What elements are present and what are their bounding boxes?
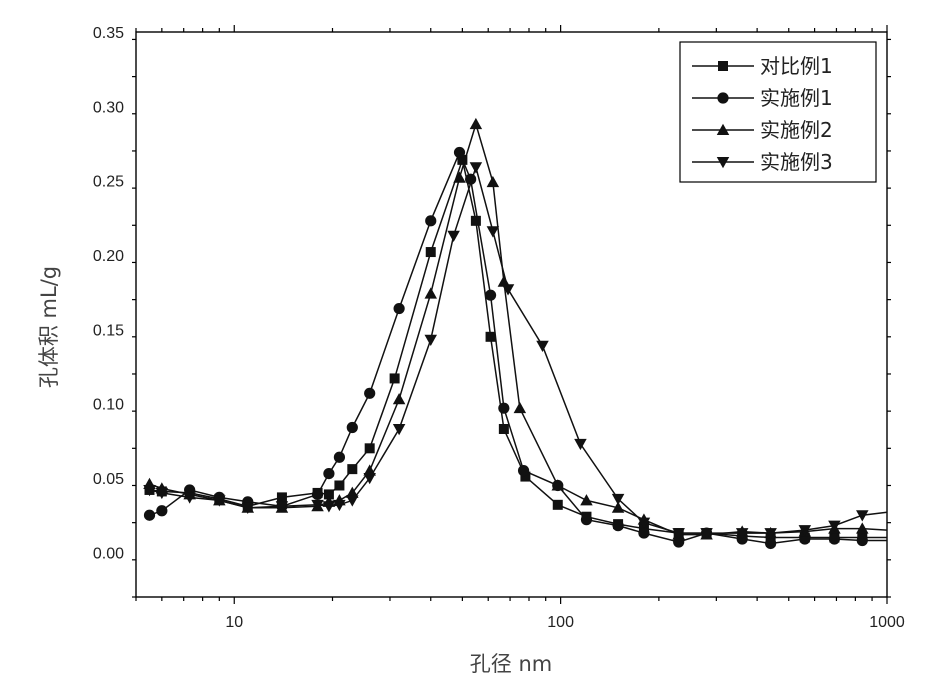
data-point <box>470 118 483 129</box>
data-point <box>487 176 500 187</box>
data-point <box>518 465 529 476</box>
data-point <box>581 514 592 525</box>
data-point <box>486 332 496 342</box>
data-point <box>365 443 375 453</box>
data-point <box>424 287 437 298</box>
y-tick-label: 0.00 <box>93 545 124 562</box>
data-point <box>347 422 358 433</box>
data-point <box>574 439 587 450</box>
y-tick-label: 0.10 <box>93 397 124 414</box>
y-tick-label: 0.25 <box>93 174 124 191</box>
y-axis-title: 孔体积 mL/g <box>37 266 61 388</box>
legend-label: 实施例2 <box>760 118 833 142</box>
y-tick-label: 0.15 <box>93 322 124 339</box>
data-point <box>390 373 400 383</box>
legend-marker <box>717 92 728 103</box>
data-point <box>612 520 623 531</box>
series-layer <box>143 118 887 549</box>
data-point <box>514 402 527 413</box>
legend-label: 对比例1 <box>760 54 833 78</box>
data-point <box>394 303 405 314</box>
data-point <box>553 500 563 510</box>
data-point <box>334 452 345 463</box>
data-point <box>829 533 840 544</box>
data-point <box>470 162 483 173</box>
data-point <box>485 290 496 301</box>
series-line <box>150 124 888 534</box>
data-point <box>393 393 406 404</box>
data-point <box>312 489 323 500</box>
y-tick-label: 0.30 <box>93 99 124 116</box>
data-point <box>346 495 359 506</box>
series-line <box>150 160 888 538</box>
data-point <box>502 284 515 295</box>
data-point <box>323 468 334 479</box>
data-point <box>471 216 481 226</box>
data-point <box>638 527 649 538</box>
data-point <box>498 403 509 414</box>
data-point <box>453 171 466 182</box>
y-tick-label: 0.20 <box>93 248 124 265</box>
data-point <box>487 226 500 237</box>
data-point <box>156 505 167 516</box>
data-point <box>857 535 868 546</box>
data-point <box>144 510 155 521</box>
series-4 <box>143 162 887 539</box>
legend: 对比例1 实施例1 实施例2 实施例3 <box>680 42 876 182</box>
data-point <box>364 388 375 399</box>
data-point <box>426 247 436 257</box>
data-point <box>334 480 344 490</box>
data-point <box>499 424 509 434</box>
data-point <box>765 538 776 549</box>
data-point <box>536 341 549 352</box>
data-point <box>856 510 869 521</box>
legend-label: 实施例3 <box>760 150 833 174</box>
series-1 <box>145 155 887 543</box>
x-tick-label: 10 <box>225 614 243 631</box>
series-line <box>150 152 888 543</box>
data-point <box>393 424 406 435</box>
x-tick-label: 1000 <box>869 614 905 631</box>
series-2 <box>144 147 887 549</box>
x-tick-label: 100 <box>547 614 574 631</box>
data-point <box>454 147 465 158</box>
legend-marker <box>718 61 728 71</box>
series-line <box>150 167 888 533</box>
data-point <box>424 335 437 346</box>
x-axis-title: 孔径 nm <box>470 652 552 676</box>
data-point <box>447 231 460 242</box>
y-tick-label: 0.35 <box>93 25 124 42</box>
data-point <box>323 501 336 512</box>
data-point <box>580 494 593 505</box>
data-point <box>347 464 357 474</box>
y-tick-label: 0.05 <box>93 471 124 488</box>
legend-label: 实施例1 <box>760 86 833 110</box>
data-point <box>425 215 436 226</box>
